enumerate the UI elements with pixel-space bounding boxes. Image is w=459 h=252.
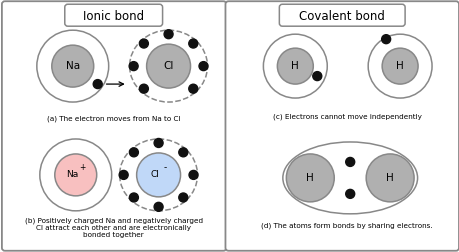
Circle shape <box>179 148 187 157</box>
Circle shape <box>199 62 207 71</box>
Circle shape <box>188 39 197 48</box>
Circle shape <box>129 62 138 71</box>
Circle shape <box>381 35 390 44</box>
Circle shape <box>154 139 163 147</box>
Circle shape <box>285 154 334 202</box>
Circle shape <box>345 158 354 166</box>
Ellipse shape <box>282 142 417 214</box>
Text: -: - <box>163 163 167 172</box>
Circle shape <box>139 84 148 93</box>
Circle shape <box>136 153 180 197</box>
FancyBboxPatch shape <box>65 4 162 26</box>
FancyBboxPatch shape <box>279 4 404 26</box>
Circle shape <box>365 154 413 202</box>
Text: H: H <box>395 61 403 71</box>
Circle shape <box>179 193 187 202</box>
Circle shape <box>188 84 197 93</box>
Text: H: H <box>306 173 313 183</box>
Circle shape <box>154 202 163 211</box>
Ellipse shape <box>119 139 197 211</box>
Text: +: + <box>79 163 86 172</box>
Circle shape <box>189 170 197 179</box>
Text: (a) The electron moves from Na to Cl: (a) The electron moves from Na to Cl <box>47 115 180 121</box>
Text: H: H <box>291 61 298 71</box>
Text: (b) Positively charged Na and negatively charged
Cl attract each other and are e: (b) Positively charged Na and negatively… <box>25 218 202 238</box>
Text: Covalent bond: Covalent bond <box>299 10 384 23</box>
Text: Na: Na <box>66 61 80 71</box>
Circle shape <box>277 48 313 84</box>
Circle shape <box>263 34 326 98</box>
Circle shape <box>146 44 190 88</box>
Circle shape <box>93 80 102 88</box>
Circle shape <box>312 72 321 81</box>
Text: H: H <box>386 173 393 183</box>
Circle shape <box>164 30 173 39</box>
Circle shape <box>119 170 128 179</box>
Circle shape <box>345 189 354 198</box>
Circle shape <box>129 148 138 157</box>
FancyBboxPatch shape <box>2 1 226 251</box>
Text: Na: Na <box>66 170 78 179</box>
Text: (d) The atoms form bonds by sharing electrons.: (d) The atoms form bonds by sharing elec… <box>261 223 432 229</box>
Circle shape <box>37 30 108 102</box>
Circle shape <box>367 34 431 98</box>
Circle shape <box>40 139 112 211</box>
Circle shape <box>129 193 138 202</box>
Circle shape <box>139 39 148 48</box>
Circle shape <box>55 154 96 196</box>
Circle shape <box>381 48 417 84</box>
Text: Cl: Cl <box>150 170 159 179</box>
Text: Ionic bond: Ionic bond <box>83 10 144 23</box>
FancyBboxPatch shape <box>225 1 458 251</box>
Text: (c) Electrons cannot move independently: (c) Electrons cannot move independently <box>272 113 421 119</box>
Ellipse shape <box>129 30 207 102</box>
Text: Cl: Cl <box>163 61 174 71</box>
Circle shape <box>52 45 94 87</box>
